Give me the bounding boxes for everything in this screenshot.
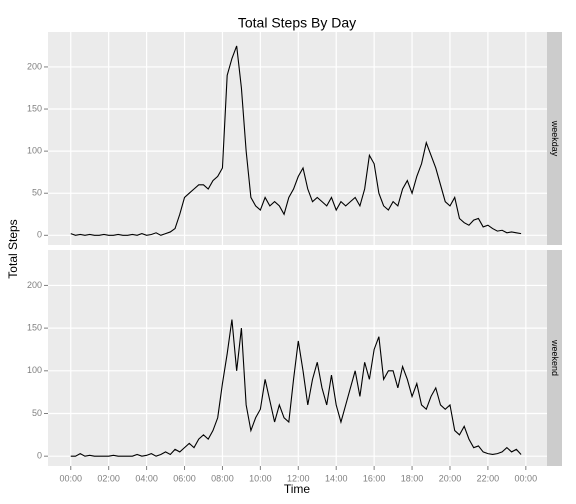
y-tick-label: 150 bbox=[27, 103, 42, 113]
y-tick-label: 0 bbox=[37, 230, 42, 240]
y-tick-label: 100 bbox=[27, 146, 42, 156]
x-tick-label: 00:00 bbox=[59, 473, 82, 483]
facet-label: weekend bbox=[550, 339, 560, 376]
x-tick-label: 18:00 bbox=[401, 473, 424, 483]
facet-strip bbox=[547, 32, 562, 245]
x-tick-label: 22:00 bbox=[477, 473, 500, 483]
x-tick-label: 00:00 bbox=[515, 473, 538, 483]
x-tick-label: 20:00 bbox=[439, 473, 462, 483]
facet-label: weekday bbox=[550, 120, 560, 157]
y-tick-label: 200 bbox=[27, 61, 42, 71]
line-series bbox=[70, 319, 522, 457]
y-tick-label: 200 bbox=[27, 280, 42, 290]
x-tick-label: 12:00 bbox=[287, 473, 310, 483]
x-tick-label: 02:00 bbox=[97, 473, 120, 483]
x-tick-label: 08:00 bbox=[211, 473, 234, 483]
facet-strip bbox=[547, 250, 562, 466]
x-tick-label: 10:00 bbox=[249, 473, 272, 483]
y-axis-label: Total Steps bbox=[6, 219, 20, 278]
y-tick-label: 100 bbox=[27, 365, 42, 375]
line-series bbox=[70, 45, 522, 236]
x-tick-label: 16:00 bbox=[363, 473, 386, 483]
panel-background bbox=[48, 32, 547, 245]
y-tick-label: 50 bbox=[32, 408, 42, 418]
y-tick-label: 0 bbox=[37, 451, 42, 461]
y-tick-label: 50 bbox=[32, 188, 42, 198]
panel-background bbox=[48, 250, 547, 466]
x-tick-label: 14:00 bbox=[325, 473, 348, 483]
x-axis-label: Time bbox=[284, 482, 311, 496]
chart-title: Total Steps By Day bbox=[238, 15, 356, 31]
x-tick-label: 04:00 bbox=[135, 473, 158, 483]
y-tick-label: 150 bbox=[27, 322, 42, 332]
x-tick-label: 06:00 bbox=[173, 473, 196, 483]
